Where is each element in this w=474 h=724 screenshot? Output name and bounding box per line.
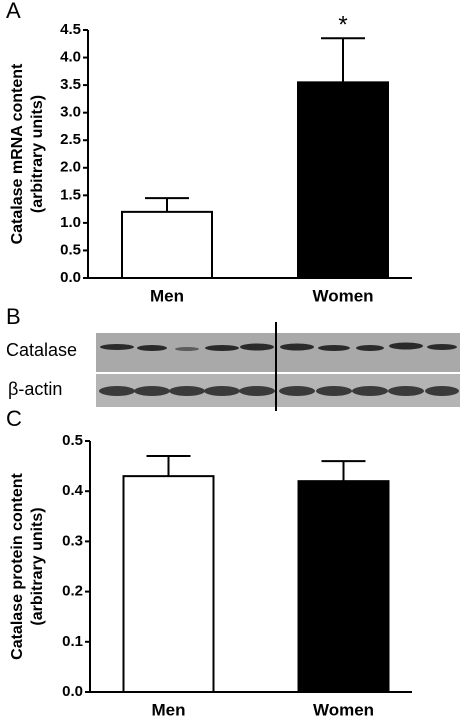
y-tick-label: 2.5 xyxy=(60,131,81,148)
y-tick-label: 0.5 xyxy=(60,241,81,258)
bar xyxy=(297,81,389,279)
y-tick-label: 3.0 xyxy=(60,104,81,121)
x-tick-label: Women xyxy=(313,700,374,719)
y-axis-label: Catalase mRNA content xyxy=(9,63,26,244)
panel-label: B xyxy=(6,304,21,329)
y-tick-label: 3.5 xyxy=(60,76,81,93)
y-tick-label: 0.3 xyxy=(62,532,83,549)
y-axis-label: Catalase protein content xyxy=(9,472,26,659)
panel-label: A xyxy=(6,0,21,23)
blot-strip xyxy=(96,333,460,372)
y-axis-label: (arbitrary units) xyxy=(29,507,46,625)
y-tick-label: 1.5 xyxy=(60,186,81,203)
y-tick-label: 2.0 xyxy=(60,159,81,176)
bar xyxy=(121,210,213,279)
panel-label: C xyxy=(6,406,22,431)
y-tick-label: 0.4 xyxy=(62,482,84,499)
blot-label: β-actin xyxy=(8,379,62,399)
blot-bands xyxy=(100,342,457,351)
y-tick-label: 0.0 xyxy=(62,683,83,700)
y-tick-label: 1.0 xyxy=(60,214,81,231)
y-axis-label: (arbitrary units) xyxy=(29,95,46,213)
blot-image xyxy=(96,322,460,411)
annotation: * xyxy=(338,12,347,39)
bar xyxy=(297,480,390,693)
x-tick-label: Women xyxy=(312,286,373,305)
blot-bands xyxy=(99,386,459,396)
y-tick-label: 0.0 xyxy=(60,269,81,286)
bar xyxy=(122,475,215,694)
blot-label: Catalase xyxy=(6,340,77,360)
y-tick-label: 0.1 xyxy=(62,633,83,650)
x-tick-label: Men xyxy=(152,700,186,719)
x-tick-label: Men xyxy=(150,286,184,305)
y-tick-label: 0.5 xyxy=(62,432,83,449)
y-tick-label: 4.0 xyxy=(60,49,81,66)
y-tick-label: 0.2 xyxy=(62,583,83,600)
y-tick-label: 4.5 xyxy=(60,21,81,38)
